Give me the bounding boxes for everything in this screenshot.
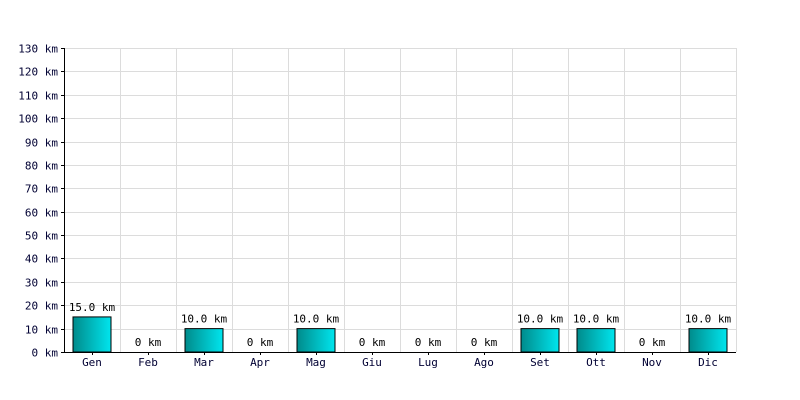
bar-value-label: 0 km — [135, 336, 162, 349]
y-tick-label: 110 km — [18, 90, 58, 103]
y-tick-label: 60 km — [25, 207, 58, 220]
y-tick-label: 70 km — [25, 183, 58, 196]
labels: 0 km 10 km 20 km 30 km 40 km 50 km 60 km 70 km 8… — [18, 43, 731, 370]
y-tick-label: 30 km — [25, 277, 58, 290]
bar-value-label: 10.0 km — [293, 313, 340, 326]
x-tick-label: Set — [530, 356, 550, 369]
y-tick-label: 10 km — [25, 324, 58, 337]
bar-value-label: 0 km — [415, 336, 442, 349]
bar-value-label: 10.0 km — [517, 313, 564, 326]
bar-value-label: 0 km — [359, 336, 386, 349]
bar — [184, 328, 224, 353]
bar-value-label: 10.0 km — [685, 313, 732, 326]
y-tick-label: 50 km — [25, 230, 58, 243]
bars — [72, 316, 728, 353]
bar — [296, 328, 336, 353]
x-tick-label: Apr — [250, 356, 270, 369]
x-tick-label: Ott — [586, 356, 606, 369]
x-tick-label: Dic — [698, 356, 718, 369]
x-tick-label: Nov — [642, 356, 662, 369]
y-tick-label: 0 km — [32, 347, 59, 360]
x-tick-label: Feb — [138, 356, 158, 369]
bar-value-label: 0 km — [247, 336, 274, 349]
x-tick-label: Ago — [474, 356, 494, 369]
y-tick-label: 100 km — [18, 113, 58, 126]
x-tick-label: Lug — [418, 356, 438, 369]
y-tick-label: 120 km — [18, 66, 58, 79]
bar — [576, 328, 616, 353]
y-tick-label: 20 km — [25, 300, 58, 313]
x-tick-label: Gen — [82, 356, 102, 369]
bar-value-label: 0 km — [471, 336, 498, 349]
bar-value-label: 15.0 km — [69, 301, 116, 314]
grid-lines — [64, 48, 737, 352]
bar — [688, 328, 728, 353]
x-tick-label: Mag — [306, 356, 326, 369]
bar-value-label: 0 km — [639, 336, 666, 349]
bar-value-label: 10.0 km — [573, 313, 620, 326]
y-tick-label: 130 km — [18, 43, 58, 56]
x-tick-label: Giu — [362, 356, 382, 369]
x-tick-label: Mar — [194, 356, 214, 369]
axes — [61, 48, 736, 355]
y-tick-label: 80 km — [25, 160, 58, 173]
bar-value-label: 10.0 km — [181, 313, 228, 326]
y-tick-label: 40 km — [25, 253, 58, 266]
bar — [72, 316, 112, 353]
bar — [520, 328, 560, 353]
y-tick-label: 90 km — [25, 137, 58, 150]
